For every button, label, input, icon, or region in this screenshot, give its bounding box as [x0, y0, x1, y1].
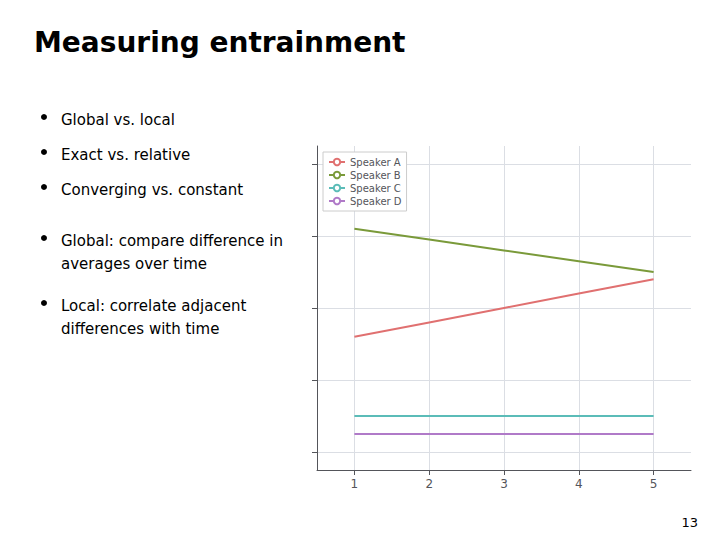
svg-text:4: 4 [575, 477, 583, 491]
svg-text:Global vs. local: Global vs. local [61, 111, 175, 129]
svg-text:Local: correlate adjacent: Local: correlate adjacent [61, 297, 246, 315]
svg-text:13: 13 [681, 515, 698, 530]
svg-text:differences with time: differences with time [61, 320, 219, 338]
svg-text:5: 5 [650, 477, 658, 491]
svg-text:Speaker B: Speaker B [350, 170, 401, 181]
svg-text:Exact vs. relative: Exact vs. relative [61, 146, 190, 164]
svg-text:Converging vs. constant: Converging vs. constant [61, 181, 243, 199]
svg-text:1: 1 [351, 477, 359, 491]
svg-text:Speaker A: Speaker A [350, 157, 401, 168]
svg-text:Global: compare difference in: Global: compare difference in [61, 232, 283, 250]
svg-text:averages over time: averages over time [61, 255, 207, 273]
svg-text:Measuring entrainment: Measuring entrainment [34, 26, 406, 59]
svg-text:Speaker C: Speaker C [350, 183, 401, 194]
svg-text:3: 3 [500, 477, 508, 491]
svg-text:Speaker D: Speaker D [350, 196, 402, 207]
svg-text:2: 2 [425, 477, 433, 491]
